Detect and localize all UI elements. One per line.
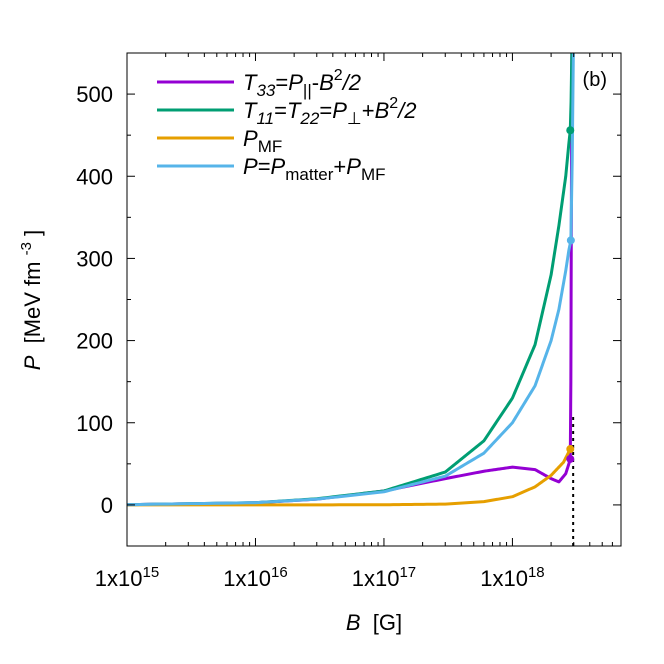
axes: 0 100 200 300 400 500 1x1015 1x1016 1x1017 1x1018 xyxy=(76,52,622,591)
y-axis-unit-exponent: -3 xyxy=(18,242,35,255)
panel-label: (b) xyxy=(583,69,607,91)
svg-text:B [G]: B [G] xyxy=(346,610,402,635)
y-tick-label: 0 xyxy=(101,493,113,518)
y-axis-unit: [MeV fm xyxy=(20,262,45,344)
x-tick-label: 1x1017 xyxy=(352,564,416,591)
legend-label: T33=P||-B2/2 xyxy=(243,67,361,100)
x-tick-label: 1x1018 xyxy=(480,564,544,591)
series-endpoint-T11 xyxy=(566,126,575,135)
y-tick-label: 500 xyxy=(76,82,113,107)
x-tick-label: 1x1016 xyxy=(223,564,287,591)
legend-label: T11=T22=P⊥+B2/2 xyxy=(243,95,417,128)
legend-item-T33: T33=P||-B2/2 xyxy=(157,67,361,100)
y-axis-symbol: P xyxy=(20,355,45,370)
y-tick-label: 400 xyxy=(76,164,113,189)
series-endpoint-T33 xyxy=(566,454,575,463)
legend: T33=P||-B2/2T11=T22=P⊥+B2/2PMFP=Pmatter+… xyxy=(157,67,417,184)
series-endpoint-PMF xyxy=(566,445,575,454)
legend-label: P=Pmatter+PMF xyxy=(243,154,386,184)
y-tick-label: 300 xyxy=(76,246,113,271)
y-axis-title: P [MeV fm -3 ] xyxy=(11,230,45,370)
x-axis-symbol: B xyxy=(346,610,361,635)
y-axis-unit-end: ] xyxy=(20,230,45,236)
plot-area xyxy=(127,53,575,546)
y-tick-label: 200 xyxy=(76,329,113,354)
x-axis-unit: [G] xyxy=(373,610,402,635)
x-tick-label: 1x1015 xyxy=(95,564,159,591)
series-line-PMF xyxy=(127,447,572,507)
y-tick-label: 100 xyxy=(76,411,113,436)
series-endpoint-P xyxy=(566,236,575,245)
svg-text:P [MeV fm -3: P [MeV fm -3 ] xyxy=(11,230,45,370)
legend-item-P: P=Pmatter+PMF xyxy=(157,154,386,184)
x-axis-title: B [G] xyxy=(346,610,402,635)
legend-item-PMF: PMF xyxy=(157,126,282,156)
legend-item-T11: T11=T22=P⊥+B2/2 xyxy=(157,95,417,128)
legend-label: PMF xyxy=(243,126,282,156)
